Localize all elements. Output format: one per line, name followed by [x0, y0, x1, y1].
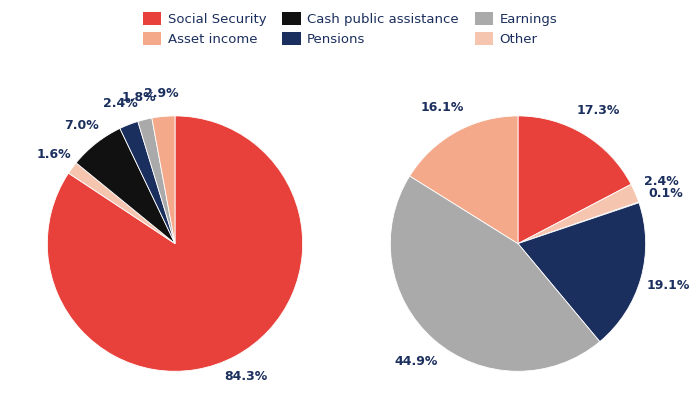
Text: 84.3%: 84.3% [225, 370, 268, 383]
Text: 16.1%: 16.1% [421, 101, 464, 114]
Wedge shape [76, 129, 175, 244]
Text: 19.1%: 19.1% [646, 279, 690, 292]
Text: 0.1%: 0.1% [648, 187, 682, 200]
Wedge shape [69, 163, 175, 244]
Legend: Social Security, Asset income, Cash public assistance, Pensions, Earnings, Other: Social Security, Asset income, Cash publ… [137, 7, 563, 51]
Wedge shape [138, 118, 175, 244]
Text: 17.3%: 17.3% [577, 104, 620, 117]
Text: 1.8%: 1.8% [122, 91, 157, 104]
Text: 44.9%: 44.9% [394, 354, 438, 368]
Wedge shape [518, 116, 631, 244]
Wedge shape [120, 121, 175, 244]
Wedge shape [410, 116, 518, 244]
Wedge shape [152, 116, 175, 244]
Text: 2.4%: 2.4% [103, 97, 138, 110]
Text: 2.4%: 2.4% [644, 176, 678, 189]
Text: 2.9%: 2.9% [144, 87, 178, 100]
Wedge shape [518, 184, 638, 244]
Wedge shape [48, 116, 302, 371]
Text: 1.6%: 1.6% [36, 148, 71, 161]
Wedge shape [391, 176, 600, 371]
Wedge shape [518, 202, 639, 244]
Wedge shape [518, 203, 645, 341]
Text: 7.0%: 7.0% [64, 118, 99, 131]
